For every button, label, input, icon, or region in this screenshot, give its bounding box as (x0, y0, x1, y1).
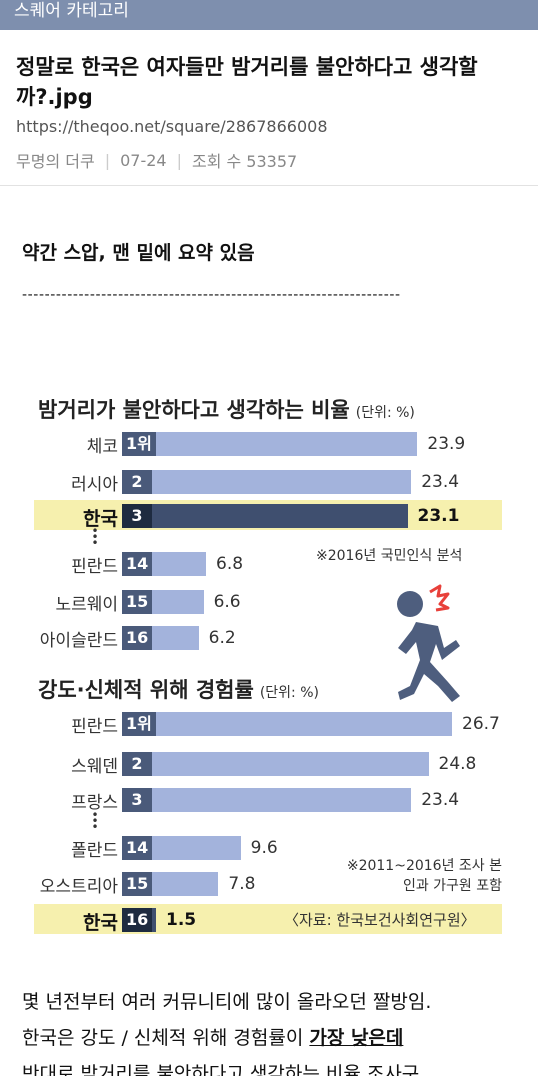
chart-rank-badge: 16 (122, 908, 153, 932)
infographic-image: 밤거리가 불안하다고 생각하는 비율 (단위: %) 체코 1위 23.9 러시아 2 23… (34, 382, 502, 938)
chart2-source: 〈자료: 한국보건사회연구원〉 (284, 911, 476, 929)
chart-rank-badge: 15 (122, 872, 153, 896)
meta-separator: | (104, 150, 111, 170)
chart-bar-row: 한국 3 23.1 (34, 500, 502, 530)
chart-bar-row: 스웨덴 2 24.8 (34, 748, 502, 778)
chart-ellipsis: • • • (91, 808, 99, 834)
body-emphasis: 가장 낮은데 (309, 1027, 404, 1049)
chart-rank-badge: 1위 (122, 712, 156, 736)
chart-category-label: 한국 (83, 912, 118, 934)
chart2-title: 강도·신체적 위해 경험률 (단위: %) (38, 674, 319, 704)
chart-rank-badge: 2 (122, 752, 152, 776)
chart-value-label: 23.9 (427, 434, 466, 454)
post-url[interactable]: https://theqoo.net/square/2867866008 (16, 117, 328, 136)
chart-bar (152, 626, 199, 650)
chart-category-label: 러시아 (71, 475, 118, 495)
chart-category-label: 노르웨이 (55, 595, 118, 615)
chart-bar-row: 노르웨이 15 6.6 (34, 586, 502, 616)
chart-bar (152, 752, 429, 776)
chart-value-label: 9.6 (250, 838, 278, 858)
chart-rank-badge: 15 (122, 590, 153, 614)
chart1-unit: (단위: %) (355, 405, 415, 421)
chart-rank-badge: 16 (122, 626, 153, 650)
post-date: 07-24 (120, 150, 167, 170)
chart-value-label: 6.8 (216, 554, 244, 574)
chart-bar-row: 핀란드 14 6.8 (34, 548, 502, 578)
post-header: 정말로 한국은 여자들만 밤거리를 불안하다고 생각할까?.jpg https:… (0, 30, 538, 186)
chart-category-label: 핀란드 (71, 557, 118, 577)
chart2-title-text: 강도·신체적 위해 경험률 (38, 678, 254, 702)
chart1-title: 밤거리가 불안하다고 생각하는 비율 (단위: %) (38, 394, 415, 424)
chart-value-label: 23.1 (417, 506, 460, 526)
post-views: 조회 수 53357 (191, 152, 298, 171)
body-paragraph: 몇 년전부터 여러 커뮤니티에 많이 올라오던 짤방임. (22, 991, 432, 1013)
category-bar[interactable]: 스퀘어 카테고리 (0, 0, 538, 30)
chart-bar-row: 한국 16 1.5 (34, 904, 502, 934)
chart-rank-badge: 2 (122, 470, 152, 494)
chart-bar (152, 836, 241, 860)
chart-rank-badge: 14 (122, 552, 153, 576)
chart-rank-badge: 3 (122, 504, 152, 528)
chart-value-label: 24.8 (438, 754, 477, 774)
chart-category-label: 스웨덴 (71, 757, 118, 777)
chart-category-label: 오스트리아 (39, 877, 118, 897)
chart-value-label: 7.8 (228, 874, 256, 894)
chart-category-label: 아이슬란드 (39, 631, 118, 651)
chart1-note: ※2016년 국민인식 분석 (316, 548, 463, 564)
chart-ellipsis: • • • (91, 524, 99, 550)
chart-category-label: 한국 (83, 508, 118, 530)
chart-bar (152, 908, 156, 932)
chart-value-label: 6.2 (208, 628, 236, 648)
post-meta: 무명의 더쿠 | 07-24 | 조회 수 53357 (16, 148, 297, 172)
chart-bar (152, 504, 408, 528)
body-paragraph: 반대로 밤거리를 불안하다고 생각하는 비율 조사구 (22, 1063, 420, 1076)
chart2-note: ※2011~2016년 조사 본인과 가구원 포함 (346, 858, 502, 894)
chart-value-label: 6.6 (213, 592, 241, 612)
chart-bar-row: 체코 1위 23.9 (34, 428, 502, 458)
chart-rank-badge: 3 (122, 788, 152, 812)
chart-category-label: 폴란드 (71, 841, 118, 861)
chart-bar-row: 오스트리아 15 7.8 (34, 868, 502, 898)
chart-rank-badge: 1위 (122, 432, 156, 456)
chart-value-label: 1.5 (166, 910, 197, 930)
chart-category-label: 프랑스 (71, 793, 118, 813)
chart-bar (152, 590, 204, 614)
post-body: 몇 년전부터 여러 커뮤니티에 많이 올라오던 짤방임. 한국은 강도 / 신체… (22, 984, 522, 1076)
chart-bar (152, 788, 412, 812)
chart-rank-badge: 14 (122, 836, 153, 860)
post-author[interactable]: 무명의 더쿠 (16, 152, 95, 171)
body-paragraph-text: 한국은 강도 / 신체적 위해 경험률이 (22, 1027, 310, 1049)
chart-bar (152, 552, 207, 576)
chart2-unit: (단위: %) (259, 685, 319, 701)
chart-bar-row: 핀란드 1위 26.7 (34, 708, 502, 738)
chart-bar (152, 432, 418, 456)
meta-separator: | (176, 150, 182, 170)
chart-bar (152, 470, 412, 494)
chart-bar-row: 폴란드 14 9.6 (34, 832, 502, 862)
running-person-icon (397, 584, 460, 702)
chart-category-label: 체코 (86, 437, 118, 457)
chart1-title-text: 밤거리가 불안하다고 생각하는 비율 (38, 398, 350, 422)
chart-bar (152, 872, 219, 896)
chart-bar-row: 프랑스 3 23.4 (34, 784, 502, 814)
chart-value-label: 23.4 (421, 790, 460, 810)
chart-value-label: 26.7 (462, 714, 500, 734)
chart-bar-row: 러시아 2 23.4 (34, 466, 502, 496)
divider-line: ----------------------------------------… (22, 287, 401, 303)
category-label: 스퀘어 카테고리 (14, 1, 129, 21)
chart-category-label: 핀란드 (71, 717, 118, 737)
summary-note: 약간 스압, 맨 밑에 요약 있음 (22, 242, 255, 264)
chart-value-label: 23.4 (421, 472, 460, 492)
chart-bar-row: 아이슬란드 16 6.2 (34, 622, 502, 652)
body-paragraph: 한국은 강도 / 신체적 위해 경험률이 가장 낮은데 (22, 1020, 522, 1056)
chart-bar (152, 712, 452, 736)
post-title: 정말로 한국은 여자들만 밤거리를 불안하다고 생각할까?.jpg (16, 55, 478, 109)
